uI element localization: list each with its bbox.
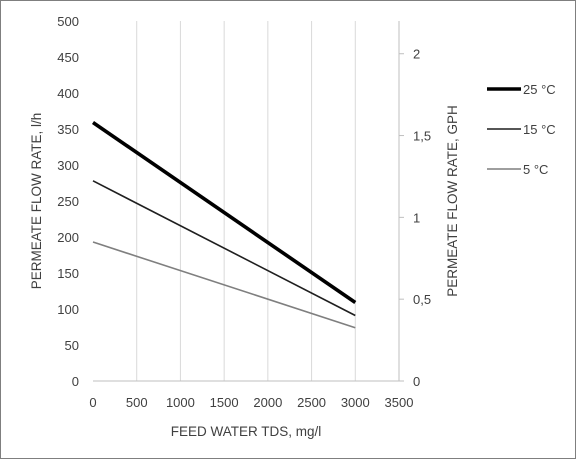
- y-tick-300: 300: [57, 158, 79, 173]
- x-tick-1000: 1000: [166, 395, 195, 410]
- series-line-1: [92, 180, 356, 317]
- y2-tick-labels: 0 0,5 1 1,5 2: [399, 47, 431, 389]
- y-tick-400: 400: [57, 86, 79, 101]
- y2-tick-0: 0: [413, 374, 420, 389]
- x-tick-labels: 0 500 1000 1500 2000 2500 3000 3500: [89, 395, 413, 410]
- y-tick-50: 50: [65, 338, 79, 353]
- x-axis-title: FEED WATER TDS, mg/l: [171, 424, 322, 439]
- y2-tick-2: 2: [413, 47, 420, 62]
- gridlines: [136, 21, 400, 381]
- y2-tick-1: 1: [413, 210, 420, 225]
- y2-axis-title: PERMEATE FLOW RATE, GPH: [445, 105, 460, 297]
- x-tick-2000: 2000: [253, 395, 282, 410]
- legend-label-0: 25 °C: [523, 82, 556, 97]
- legend-label-2: 5 °C: [523, 162, 548, 177]
- x-tick-3500: 3500: [385, 395, 414, 410]
- series-lines: [91, 121, 357, 329]
- y2-tick-1,5: 1,5: [413, 129, 431, 144]
- y-tick-200: 200: [57, 230, 79, 245]
- x-tick-1500: 1500: [210, 395, 239, 410]
- y-tick-labels: 0 50 100 150 200 250 300 350 400 450 500: [57, 14, 79, 389]
- series-line-0: [91, 121, 357, 305]
- y2-tick-0,5: 0,5: [413, 292, 431, 307]
- y-tick-500: 500: [57, 14, 79, 29]
- y-tick-250: 250: [57, 194, 79, 209]
- legend: 25 °C 15 °C 5 °C: [487, 82, 556, 177]
- x-tick-3000: 3000: [341, 395, 370, 410]
- x-tick-2500: 2500: [297, 395, 326, 410]
- y-tick-150: 150: [57, 266, 79, 281]
- axes: [93, 21, 400, 382]
- y-tick-350: 350: [57, 122, 79, 137]
- y-axis-title: PERMEATE FLOW RATE, l/h: [29, 113, 44, 290]
- x-tick-0: 0: [89, 395, 96, 410]
- y-tick-0: 0: [72, 374, 79, 389]
- y-tick-100: 100: [57, 302, 79, 317]
- y-tick-450: 450: [57, 50, 79, 65]
- x-tick-500: 500: [126, 395, 148, 410]
- legend-label-1: 15 °C: [523, 122, 556, 137]
- series-line-2: [92, 241, 356, 329]
